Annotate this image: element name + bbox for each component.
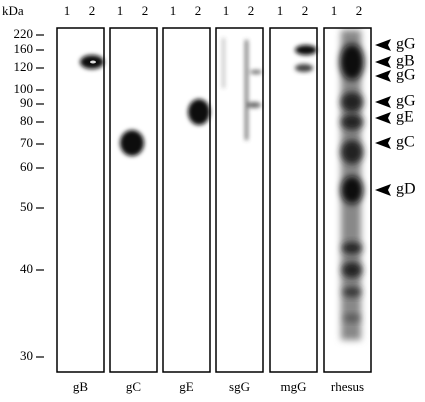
panel-frame: [56, 27, 105, 373]
arrowhead: [375, 112, 391, 124]
marker-label: 70: [20, 135, 33, 150]
band-annotation: gB: [396, 53, 415, 70]
marker-label: 100: [14, 81, 34, 96]
panel-frame: [269, 27, 318, 373]
marker-label: 90: [20, 95, 33, 110]
band-annotation: gG: [396, 93, 416, 110]
arrowhead: [375, 96, 391, 108]
marker-label: 60: [20, 159, 33, 174]
panel-label: rhesus: [331, 379, 364, 394]
band-annotation: gG: [396, 36, 416, 53]
axis-unit: kDa: [2, 3, 24, 18]
panel-label: sgG: [229, 379, 250, 394]
arrowhead: [375, 70, 391, 82]
lane-number: 1: [170, 3, 177, 18]
marker-label: 30: [20, 348, 33, 363]
marker-label: 80: [20, 113, 33, 128]
lane-number: 2: [356, 3, 363, 18]
lane-number: 2: [195, 3, 202, 18]
marker-label: 40: [20, 261, 33, 276]
bands: [80, 30, 364, 340]
lane-number: 2: [89, 3, 96, 18]
band-annotation: gE: [396, 109, 414, 126]
marker-label: 120: [14, 59, 34, 74]
lane-number: 1: [277, 3, 284, 18]
lane-number: 2: [248, 3, 255, 18]
band-annotation: gG: [396, 67, 416, 84]
arrowhead: [375, 56, 391, 68]
lane-number: 1: [64, 3, 71, 18]
marker-label: 160: [14, 41, 34, 56]
marker-label: 220: [14, 26, 34, 41]
panel-label: gB: [73, 379, 89, 394]
band-annotation: gC: [396, 134, 415, 151]
panel-frame: [215, 27, 264, 373]
panel-frame: [323, 27, 372, 373]
band-annotation: gD: [396, 181, 416, 198]
lane-number: 1: [223, 3, 230, 18]
arrowhead: [375, 137, 391, 149]
lane-number: 1: [331, 3, 338, 18]
arrowhead: [375, 184, 391, 196]
lane-number: 1: [117, 3, 124, 18]
panel-frame: [162, 27, 211, 373]
arrowhead: [375, 39, 391, 51]
panel-frame: [109, 27, 158, 373]
panel-label: gE: [179, 379, 194, 394]
panel-label: mgG: [281, 379, 307, 394]
lane-number: 2: [302, 3, 309, 18]
panel-label: gC: [126, 379, 141, 394]
lane-number: 2: [142, 3, 149, 18]
marker-label: 50: [20, 199, 33, 214]
